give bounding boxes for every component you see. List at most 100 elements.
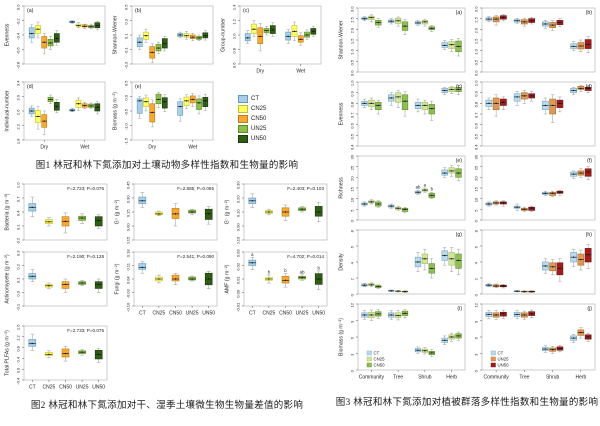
box	[202, 97, 209, 107]
mean-marker	[377, 203, 379, 205]
boxplot-panel-i: 12 9 6 3 0 Biomass (g m⁻²) Community Tree Shrub H…	[339, 302, 466, 381]
y-tick-label: -0.8	[16, 61, 21, 69]
mean-marker	[98, 219, 100, 222]
box	[28, 27, 35, 39]
mean-marker	[457, 45, 460, 48]
boxplot-panel-b: 3.0 2.5 2.0 1.5 1.0 0.5 0.0 (b)	[474, 6, 596, 76]
y-tick-label: 0.4	[16, 210, 21, 216]
x-tick-label: Shrub	[546, 375, 560, 381]
mean-marker	[544, 348, 547, 350]
mean-marker	[96, 106, 99, 109]
panel-tag: (b)	[586, 10, 593, 16]
x-tick-label: CN50	[169, 311, 182, 317]
y-tick-label: 6	[350, 245, 355, 248]
plot-frame	[357, 229, 466, 295]
mean-marker	[450, 88, 453, 91]
x-tick-label: Community	[483, 375, 509, 381]
y-axis-label: Bacteria (g m⁻²)	[5, 193, 11, 230]
y-axis-label: Group-number	[221, 18, 227, 52]
x-tick-label: Community	[359, 375, 385, 381]
mean-marker	[580, 45, 582, 47]
mean-marker	[179, 105, 181, 108]
y-tick-label: -0.01	[236, 302, 241, 312]
mean-marker	[49, 42, 52, 44]
legend-label: CN50	[374, 363, 386, 368]
mean-marker	[98, 353, 100, 356]
mean-marker	[444, 339, 446, 341]
y-tick-label: 0.6	[350, 122, 355, 128]
mean-marker	[301, 276, 303, 279]
mean-marker	[157, 98, 160, 101]
mean-marker	[284, 279, 287, 282]
y-tick-label: 0.30	[236, 181, 241, 190]
y-tick-label: 2	[474, 277, 479, 280]
mean-marker	[98, 283, 100, 286]
treatment-legend: CT CN25 CN50 UN25 UN50	[238, 94, 266, 143]
mean-marker	[502, 313, 505, 315]
y-tick-label: 15	[350, 186, 355, 191]
y-tick-label: 0.1	[16, 277, 21, 283]
mean-marker	[431, 352, 433, 354]
mean-marker	[397, 96, 399, 98]
y-tick-label: 0.2	[16, 263, 21, 269]
figure1-caption: 图1 林冠和林下氮添加对土壤动物多样性指数和生物量的影响	[35, 161, 299, 171]
mean-marker	[318, 278, 320, 280]
legend-label: CT	[374, 351, 380, 356]
y-tick-label: 0.1	[124, 33, 129, 39]
y-tick-label: 1.5	[350, 38, 355, 44]
y-tick-label: 0.0	[474, 70, 479, 76]
y-tick-label: 1.0	[232, 33, 237, 39]
mean-marker	[457, 172, 460, 174]
y-tick-label: 0.5	[124, 80, 129, 86]
mean-marker	[363, 314, 366, 316]
y-tick-label: -0.2	[16, 18, 21, 26]
box	[455, 253, 462, 269]
y-tick-label: 0.10	[236, 209, 241, 218]
y-axis-label: Biomass (g m⁻²)	[113, 92, 119, 130]
mean-marker	[488, 313, 490, 316]
mean-marker	[424, 258, 426, 260]
x-tick-label: UN25	[296, 311, 309, 317]
y-tick-label: 0.03	[236, 249, 241, 258]
mean-marker	[431, 27, 433, 29]
x-tick-label: Wet	[188, 145, 197, 151]
plot-frame	[131, 81, 214, 141]
mean-marker	[544, 104, 547, 107]
mean-marker	[151, 51, 153, 54]
mean-marker	[48, 221, 50, 223]
y-tick-label: 3.0	[350, 6, 355, 12]
mean-marker	[559, 267, 561, 270]
mean-marker	[198, 102, 200, 104]
boxplot-panel-d: 1.0 0.9 0.8 0.7 0.6 0.5 0.4 (d)	[474, 80, 596, 150]
mean-marker	[450, 170, 453, 172]
y-tick-label: 2.2	[16, 123, 21, 129]
x-tick-label: UN25	[76, 385, 89, 391]
mean-marker	[145, 101, 147, 103]
y-tick-label: 0.8	[474, 101, 479, 107]
mean-marker	[43, 41, 45, 43]
boxplot-panel-a: 0.0 -0.2 -0.4 -0.6 -0.8 Evenness (a)	[5, 4, 106, 69]
stat-annotation: F=2.190; P=0.128	[67, 254, 104, 259]
box	[401, 94, 409, 111]
x-tick-label: Wet	[80, 145, 89, 151]
mean-marker	[424, 189, 426, 191]
y-tick-label: 0.04	[126, 276, 131, 285]
y-tick-label: 8	[474, 229, 479, 232]
mean-marker	[43, 120, 45, 122]
mean-marker	[174, 213, 177, 215]
mean-marker	[457, 259, 460, 262]
x-tick-label: Tree	[519, 375, 529, 381]
y-tick-label: 0.8	[350, 101, 355, 107]
sig-letter: b	[268, 269, 271, 274]
mean-marker	[397, 290, 399, 292]
mean-marker	[81, 282, 83, 284]
mean-marker	[523, 290, 526, 293]
mean-marker	[31, 32, 33, 35]
mean-marker	[404, 290, 406, 293]
mean-marker	[293, 30, 296, 33]
y-tick-label: 20	[350, 176, 355, 181]
x-tick-label: Tree	[393, 375, 403, 381]
box	[136, 98, 143, 114]
legend-swatch	[238, 114, 248, 123]
mean-marker	[151, 111, 153, 114]
